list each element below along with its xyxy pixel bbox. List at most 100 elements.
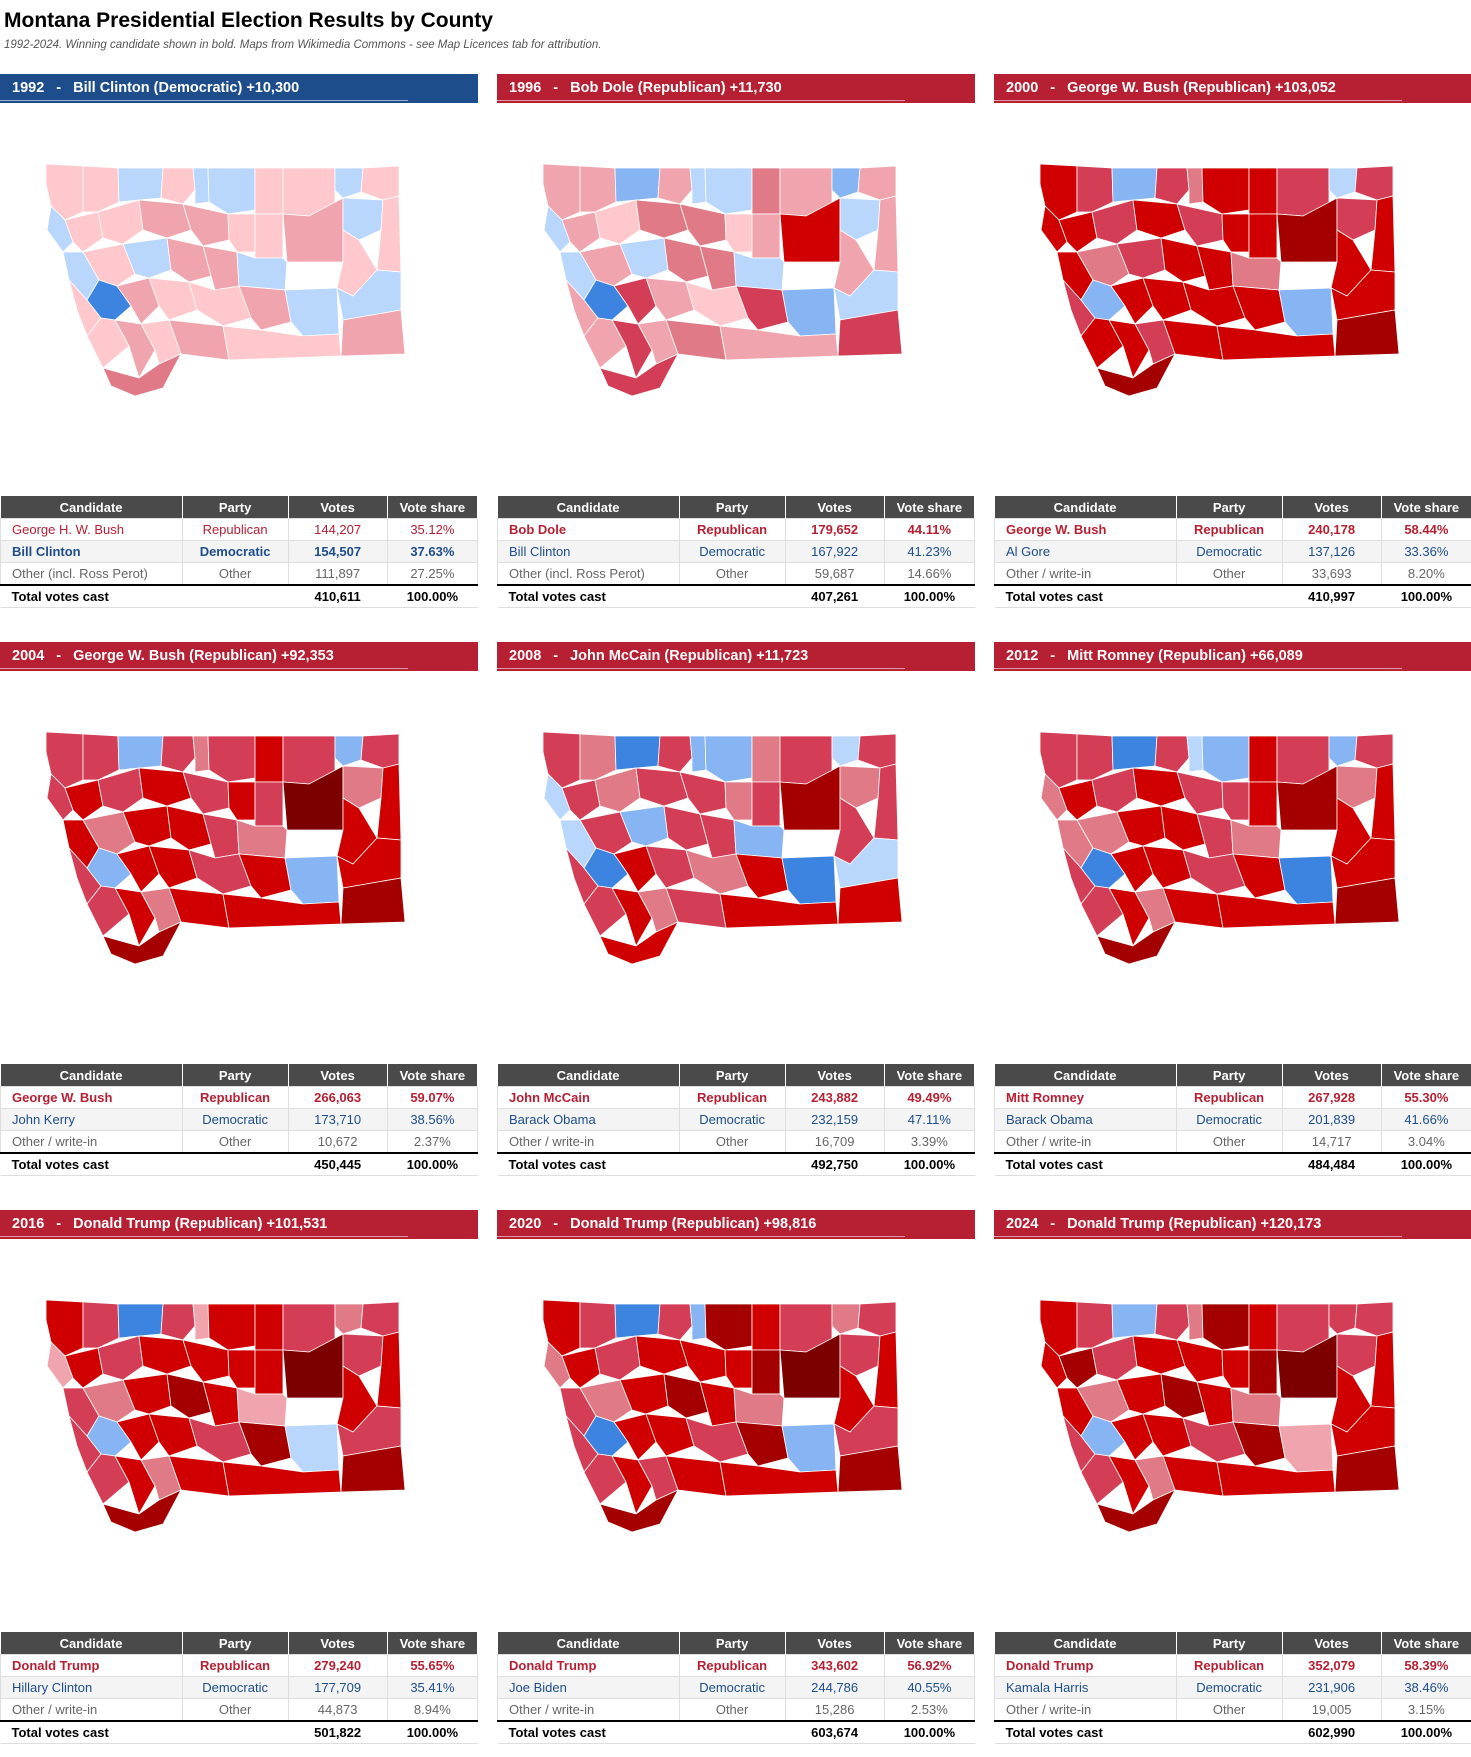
election-headline: George W. Bush (Republican) +92,353 [73,648,334,664]
county-map [994,138,1471,408]
banner-separator: - [44,648,73,664]
column-header: Vote share [387,496,477,519]
county-shape [752,782,780,826]
county-shape [83,166,119,212]
cell-candidate: George W. Bush [1,1087,183,1109]
county-shape [832,736,860,766]
county-shape [1329,168,1357,198]
cell-party: Other [679,563,785,586]
county-shape [1222,214,1249,252]
county-shape [1112,1304,1157,1338]
column-header: Vote share [884,496,974,519]
county-shape [562,780,600,820]
cell-candidate: Other / write-in [995,1131,1177,1154]
county-shape [1355,166,1393,200]
banner-separator: - [44,80,73,96]
county-shape [65,780,103,820]
column-header: Votes [1282,496,1381,519]
county-shape [361,734,399,768]
cell-candidate: Kamala Harris [995,1677,1177,1699]
county-shape [1231,252,1281,290]
cell-candidate: Donald Trump [995,1655,1177,1677]
total-label: Total votes cast [1,585,183,608]
banner-separator: - [541,648,570,664]
county-shape [1059,780,1097,820]
election-panel-2004: 2004-George W. Bush (Republican) +92,353… [0,642,478,1189]
county-shape [118,168,163,202]
county-shape [1279,288,1333,336]
county-shape [752,214,780,258]
total-label: Total votes cast [995,585,1177,608]
election-year: 2000 [1006,80,1038,96]
column-header: Party [679,1064,785,1087]
cell-candidate: Other / write-in [995,563,1177,586]
total-label: Total votes cast [498,1721,680,1744]
county-shape [83,1302,119,1348]
column-header: Vote share [1381,1064,1471,1087]
county-shape [65,1348,103,1388]
county-shape [705,736,752,782]
county-shape [832,1304,860,1334]
total-votes: 407,261 [785,585,884,608]
column-header: Votes [288,496,387,519]
county-shape [725,214,752,252]
cell-share: 55.30% [1381,1087,1471,1109]
total-votes: 410,611 [288,585,387,608]
county-shape [208,736,255,782]
cell-party: Other [182,1131,288,1154]
county-map [994,1274,1471,1544]
county-shape [255,782,283,826]
cell-candidate: Other (incl. Ross Perot) [1,563,183,586]
county-shape [1202,1304,1249,1350]
election-headline: Bob Dole (Republican) +11,730 [570,80,782,96]
total-party-blank [182,585,288,608]
county-shape [858,166,896,200]
cell-party: Democratic [679,1677,785,1699]
total-share: 100.00% [387,1153,477,1176]
cell-votes: 243,882 [785,1087,884,1109]
cell-candidate: Hillary Clinton [1,1677,183,1699]
total-share: 100.00% [884,585,974,608]
cell-candidate: Donald Trump [498,1655,680,1677]
county-shape [752,1350,780,1394]
county-shape [83,734,119,780]
county-shape [782,1424,836,1472]
cell-party: Democratic [182,1677,288,1699]
cell-votes: 154,507 [288,541,387,563]
cell-candidate: John McCain [498,1087,680,1109]
cell-party: Other [1176,1699,1282,1722]
cell-candidate: Other / write-in [1,1699,183,1722]
county-shape [1249,736,1277,782]
cell-party: Democratic [1176,1677,1282,1699]
county-shape [255,736,283,782]
cell-votes: 240,178 [1282,519,1381,541]
cell-share: 27.25% [387,563,477,586]
cell-party: Republican [679,519,785,541]
column-header: Candidate [995,1064,1177,1087]
column-header: Party [182,496,288,519]
total-party-blank [679,1721,785,1744]
column-header: Party [679,496,785,519]
county-shape [580,734,616,780]
cell-candidate: Al Gore [995,541,1177,563]
cell-share: 38.56% [387,1109,477,1131]
cell-party: Other [679,1699,785,1722]
column-header: Candidate [498,496,680,519]
